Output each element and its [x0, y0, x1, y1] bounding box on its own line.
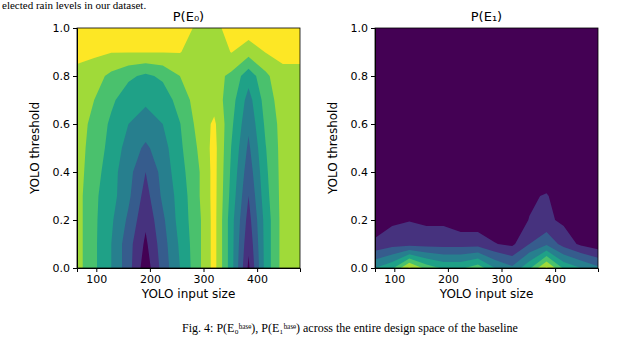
y-tick: 1.0 — [351, 22, 376, 35]
y-tick-mark — [73, 124, 77, 125]
contour-band — [375, 245, 598, 268]
contour-band — [394, 256, 563, 268]
y-tick: 0.4 — [351, 166, 376, 179]
x-tick-mark — [448, 268, 449, 272]
contour-band — [375, 251, 581, 268]
panel: 100 200 300 400 0.0 0.2 0.4 0.6 0.8 1.0 P(E₁) YOLO … — [326, 9, 607, 301]
title: P(E₁) — [471, 9, 502, 24]
y-tick: 1.0 — [53, 22, 78, 35]
figure: elected rain levels in our dataset. Fig. … — [0, 0, 640, 339]
y-tick: 0.6 — [53, 118, 78, 131]
y-tick-label: 0.0 — [53, 262, 71, 275]
y-axis-title: YOLO threshold — [326, 102, 340, 195]
x-tick-mark — [555, 268, 556, 272]
x-tick: 400 — [545, 268, 566, 286]
contour-band — [77, 28, 300, 268]
x-tick-mark — [96, 268, 97, 272]
y-tick-mark — [73, 172, 77, 173]
contour-band — [77, 28, 300, 268]
x-tick: 100 — [86, 268, 107, 286]
contour-band — [77, 28, 300, 268]
y-tick: 0.0 — [53, 262, 78, 275]
y-tick: 0.2 — [351, 214, 376, 227]
y-tick-mark — [371, 28, 375, 29]
y-tick-label: 0.6 — [351, 118, 369, 131]
y-axis-line — [371, 29, 376, 269]
contour-band — [77, 28, 300, 268]
x-tick: 200 — [140, 268, 161, 286]
x-tick: 300 — [492, 268, 513, 286]
x-tick-mark — [502, 268, 503, 272]
y-tick-label: 0.8 — [351, 70, 369, 83]
y-tick: 0.8 — [53, 70, 78, 83]
y-tick-mark — [371, 220, 375, 221]
y-tick-label: 0.6 — [53, 118, 71, 131]
y-tick: 0.8 — [351, 70, 376, 83]
contour-band — [77, 28, 300, 268]
caption-fragment: elected rain levels in our dataset. — [2, 0, 146, 11]
y-axis-line — [73, 29, 78, 269]
x-tick: 400 — [247, 268, 268, 286]
x-axis-line — [376, 269, 599, 273]
x-tick-label: 100 — [384, 273, 405, 286]
y-tick-mark — [73, 28, 77, 29]
y-tick-label: 0.2 — [351, 214, 369, 227]
caption: Fig. 4: P(E₀ᵇᵃˢᵉ), P(E₁ᵇᵃˢᵉ) across the … — [182, 321, 518, 335]
x-tick-label: 300 — [194, 273, 215, 286]
x-axis: 100 200 300 400 — [78, 268, 301, 286]
x-axis: 100 200 300 400 — [376, 268, 599, 286]
y-tick-mark — [73, 268, 77, 269]
y-tick: 0.4 — [53, 166, 78, 179]
x-tick: 100 — [384, 268, 405, 286]
y-tick: 0.2 — [53, 214, 78, 227]
y-tick-mark — [73, 76, 77, 77]
x-tick-mark — [394, 268, 395, 272]
contour-band — [77, 28, 300, 268]
y-tick-label: 1.0 — [351, 22, 369, 35]
y-tick-mark — [371, 172, 375, 173]
y-tick: 0.6 — [351, 118, 376, 131]
y-tick-mark — [371, 76, 375, 77]
y-tick-label: 0.8 — [53, 70, 71, 83]
x-tick-label: 200 — [140, 273, 161, 286]
x-tick-label: 200 — [438, 273, 459, 286]
panel: 100 200 300 400 0.0 0.2 0.4 0.6 0.8 1.0 P(E₀) YOLO … — [28, 9, 309, 301]
x-axis-title: YOLO input size — [439, 287, 534, 301]
y-axis-title: YOLO threshold — [28, 102, 42, 195]
y-tick-label: 1.0 — [53, 22, 71, 35]
y-tick-mark — [371, 268, 375, 269]
contour-band — [375, 232, 598, 268]
contour-band — [375, 193, 598, 268]
x-tick-mark — [204, 268, 205, 272]
x-tick-mark — [150, 268, 151, 272]
y-tick-mark — [73, 220, 77, 221]
y-tick-label: 0.4 — [351, 166, 369, 179]
y-axis: 0.0 0.2 0.4 0.6 0.8 1.0 — [53, 22, 78, 275]
x-axis-title: YOLO input size — [141, 287, 236, 301]
y-tick: 0.0 — [351, 262, 376, 275]
plot-frame — [375, 28, 598, 268]
y-axis: 0.0 0.2 0.4 0.6 0.8 1.0 — [351, 22, 376, 275]
x-tick-label: 300 — [492, 273, 513, 286]
x-tick: 300 — [194, 268, 215, 286]
contour-band — [77, 28, 300, 268]
contour-band — [77, 28, 300, 268]
y-tick-label: 0.0 — [351, 262, 369, 275]
x-tick-label: 100 — [86, 273, 107, 286]
y-tick-mark — [371, 124, 375, 125]
contour-fill — [375, 28, 598, 268]
x-axis-line — [78, 269, 301, 273]
contour-fill — [77, 28, 300, 268]
x-tick: 200 — [438, 268, 459, 286]
x-tick-mark — [257, 268, 258, 272]
x-tick-label: 400 — [545, 273, 566, 286]
x-tick-label: 400 — [247, 273, 268, 286]
plot-frame — [77, 28, 300, 268]
title: P(E₀) — [173, 9, 204, 24]
y-tick-label: 0.4 — [53, 166, 71, 179]
contour-band — [375, 28, 598, 268]
contour-band — [401, 261, 555, 268]
y-tick-label: 0.2 — [53, 214, 71, 227]
